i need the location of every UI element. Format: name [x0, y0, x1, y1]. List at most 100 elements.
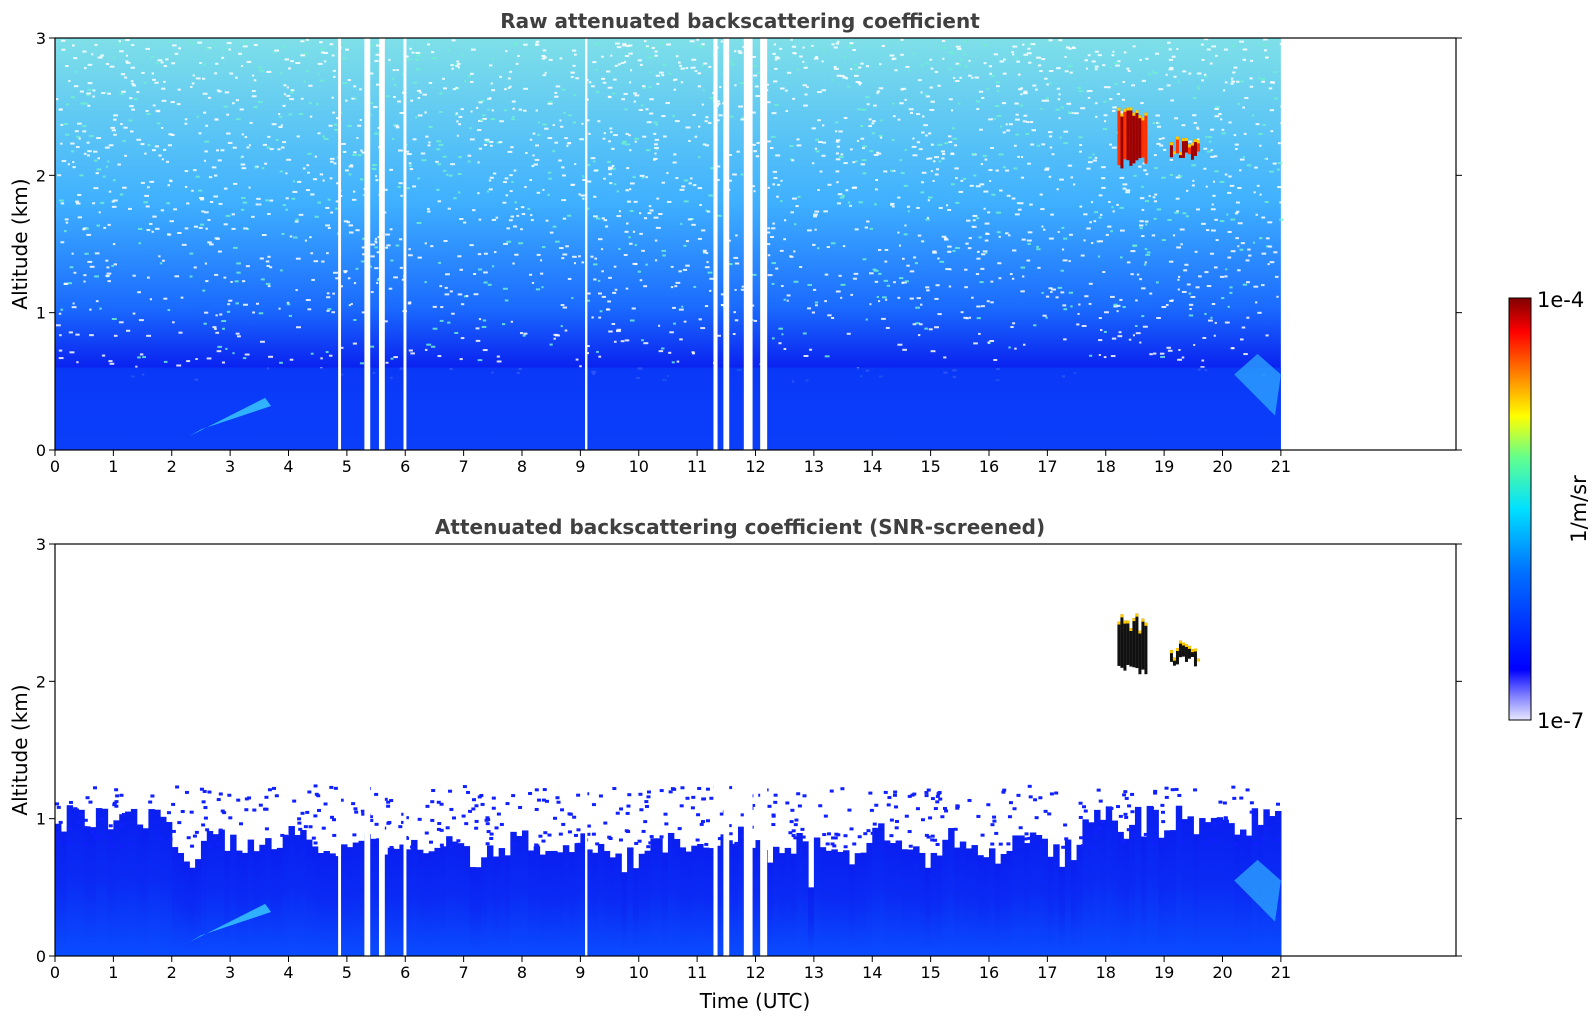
- x-tick-label: 4: [283, 963, 293, 982]
- colorbar: 1e-4 1e-7 1/m/sr: [1508, 288, 1591, 733]
- x-tick-label: 2: [167, 963, 177, 982]
- data-gap: [760, 544, 768, 956]
- colorbar-max-label: 1e-4: [1537, 288, 1584, 312]
- x-tick-label: 8: [517, 963, 527, 982]
- x-tick-label: 3: [225, 963, 235, 982]
- data-gap: [364, 38, 371, 450]
- noise-speckle: [55, 38, 1286, 383]
- x-axis-ticks: 0 1 2 3 4 5 6 7 8 9 10 11 12 13 14 15 16 17 18 19 20 21: [50, 956, 1291, 982]
- snr-heatmap: [55, 544, 1282, 956]
- x-tick-label: 21: [1271, 457, 1291, 476]
- y-tick-label: 1: [36, 304, 46, 323]
- raw-heatmap: [55, 38, 1286, 450]
- y-axis-ticks: 0 1 2 3: [36, 29, 1462, 460]
- data-gap: [378, 38, 385, 450]
- x-axis-ticks: 0 1 2 3 4 5 6 7 8 9 10 11 12 13 14 15 16 17 18 19 20 21: [50, 450, 1291, 476]
- colorbar-min-label: 1e-7: [1537, 709, 1584, 733]
- y-tick-label: 0: [36, 947, 46, 966]
- data-gap: [378, 544, 385, 956]
- x-tick-label: 15: [920, 457, 940, 476]
- x-tick-label: 19: [1154, 457, 1174, 476]
- x-tick-label: 7: [459, 457, 469, 476]
- x-tick-label: 6: [400, 963, 410, 982]
- x-tick-label: 8: [517, 457, 527, 476]
- data-gap: [743, 544, 753, 956]
- x-tick-label: 10: [629, 457, 649, 476]
- x-tick-label: 1: [108, 457, 118, 476]
- data-gaps: [338, 544, 768, 956]
- x-tick-label: 17: [1037, 457, 1057, 476]
- x-tick-label: 9: [575, 457, 585, 476]
- x-tick-label: 20: [1212, 963, 1232, 982]
- x-tick-label: 16: [979, 457, 999, 476]
- x-tick-label: 11: [687, 457, 707, 476]
- data-gap: [364, 544, 371, 956]
- x-tick-label: 13: [804, 457, 824, 476]
- boundary-layer: [55, 805, 1282, 956]
- data-gap: [403, 544, 407, 956]
- data-gap: [403, 38, 407, 450]
- raw-backscatter-panel: Raw attenuated backscattering coefficien…: [8, 9, 1462, 476]
- cloud-feature: [1117, 613, 1148, 675]
- x-tick-label: 6: [400, 457, 410, 476]
- panel-title: Raw attenuated backscattering coefficien…: [500, 9, 980, 33]
- x-tick-label: 18: [1096, 457, 1116, 476]
- y-tick-label: 3: [36, 29, 46, 48]
- panel-title: Attenuated backscattering coefficient (S…: [435, 515, 1045, 539]
- data-gap: [723, 38, 730, 450]
- data-gap: [585, 544, 588, 956]
- x-axis-label: Time (UTC): [699, 989, 811, 1013]
- x-tick-label: 0: [50, 963, 60, 982]
- cloud-feature: [1169, 136, 1200, 160]
- snr-screened-panel: Attenuated backscattering coefficient (S…: [8, 515, 1462, 1013]
- x-tick-label: 1: [108, 963, 118, 982]
- data-gap: [743, 38, 753, 450]
- y-tick-label: 0: [36, 441, 46, 460]
- x-tick-label: 20: [1212, 457, 1232, 476]
- x-tick-label: 9: [575, 963, 585, 982]
- y-tick-label: 1: [36, 810, 46, 829]
- aerosol-plume: [1234, 859, 1281, 922]
- colorbar-unit-label: 1/m/sr: [1567, 475, 1591, 543]
- data-gap: [723, 544, 730, 956]
- aerosol-plume: [1234, 353, 1281, 416]
- data-gap: [713, 38, 718, 450]
- cloud-feature: [1169, 640, 1200, 667]
- y-axis-label: Altitude (km): [8, 684, 32, 815]
- x-tick-label: 18: [1096, 963, 1116, 982]
- x-tick-label: 19: [1154, 963, 1174, 982]
- x-tick-label: 11: [687, 963, 707, 982]
- x-tick-label: 10: [629, 963, 649, 982]
- x-tick-label: 14: [862, 457, 882, 476]
- x-tick-label: 12: [745, 457, 765, 476]
- data-gap: [338, 38, 342, 450]
- aerosol-plume: [189, 903, 271, 943]
- x-tick-label: 4: [283, 457, 293, 476]
- x-tick-label: 2: [167, 457, 177, 476]
- x-tick-label: 13: [804, 963, 824, 982]
- x-tick-label: 12: [745, 963, 765, 982]
- data-gap: [760, 38, 768, 450]
- scattered-pixels: [55, 784, 1281, 849]
- aerosol-layer: [55, 367, 1281, 450]
- x-tick-label: 0: [50, 457, 60, 476]
- x-tick-label: 5: [342, 457, 352, 476]
- y-tick-label: 2: [36, 166, 46, 185]
- aerosol-plume: [189, 397, 271, 437]
- data-gap: [713, 544, 718, 956]
- data-gap: [585, 38, 588, 450]
- x-tick-label: 21: [1271, 963, 1291, 982]
- data-gap: [338, 544, 342, 956]
- y-axis-ticks: 0 1 2 3: [36, 535, 1462, 966]
- x-tick-label: 3: [225, 457, 235, 476]
- x-tick-label: 14: [862, 963, 882, 982]
- y-axis-label: Altitude (km): [8, 178, 32, 309]
- x-tick-label: 5: [342, 963, 352, 982]
- colorbar-scale: [1508, 297, 1532, 721]
- y-tick-label: 2: [36, 672, 46, 691]
- data-gaps: [338, 38, 768, 450]
- cloud-feature: [1117, 107, 1148, 169]
- x-tick-label: 17: [1037, 963, 1057, 982]
- x-tick-label: 15: [920, 963, 940, 982]
